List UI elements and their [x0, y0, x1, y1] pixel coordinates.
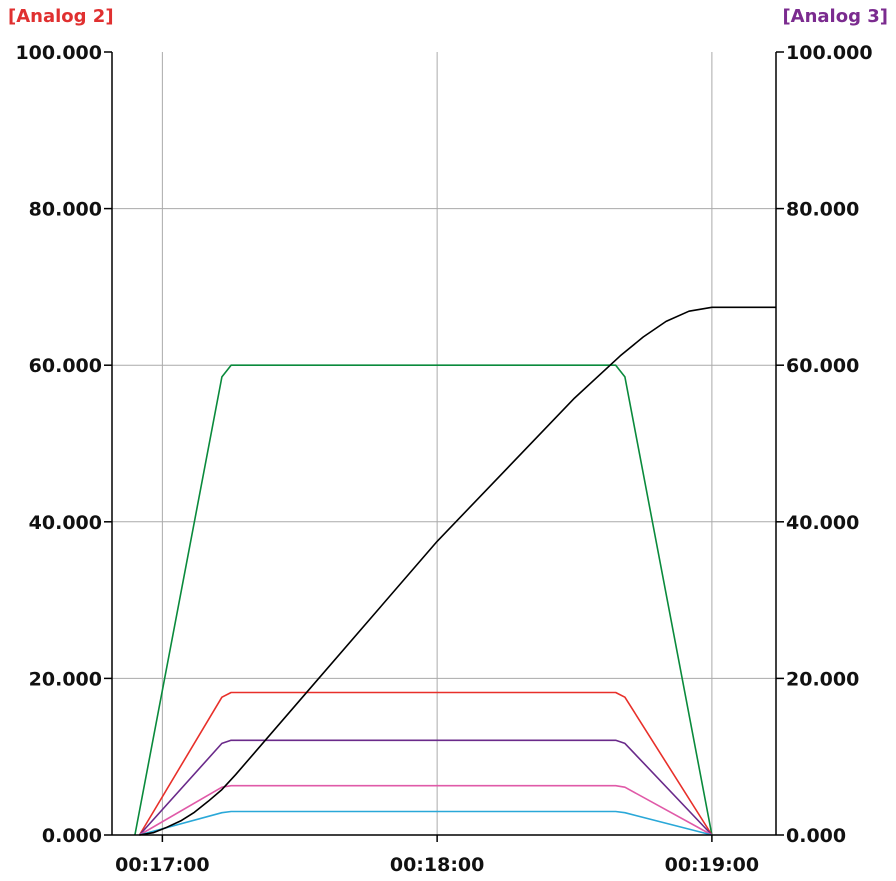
x-tick-label: 00:17:00 [115, 854, 210, 876]
series-group [134, 306, 776, 836]
left-tick-label: 80.000 [29, 199, 102, 221]
axes [104, 51, 784, 842]
left-tick-label: 40.000 [29, 512, 102, 534]
right-tick-label: 100.000 [786, 42, 873, 64]
series-line-1 [134, 364, 713, 836]
left-tick-label: 20.000 [29, 668, 102, 690]
left-tick-label: 60.000 [29, 355, 102, 377]
right-axis-title: [Analog 3] [782, 6, 888, 27]
series-line-4 [139, 784, 713, 836]
series-line-3 [138, 739, 713, 836]
series-line-2 [138, 691, 713, 836]
left-tick-label: 0.000 [42, 825, 102, 847]
right-tick-label: 80.000 [786, 199, 859, 221]
right-tick-label: 0.000 [786, 825, 846, 847]
series-line-5 [139, 810, 713, 836]
right-tick-label: 20.000 [786, 668, 859, 690]
tick-labels: 0.000 20.000 40.000 60.000 80.000 100.000 0.00… [15, 42, 872, 876]
series-line-6 [139, 306, 776, 836]
right-tick-label: 40.000 [786, 512, 859, 534]
left-axis-title: [Analog 2] [8, 6, 114, 27]
x-tick-label: 00:19:00 [665, 854, 760, 876]
right-tick-label: 60.000 [786, 355, 859, 377]
left-tick-label: 100.000 [15, 42, 102, 64]
gridlines [112, 52, 776, 835]
x-tick-label: 00:18:00 [390, 854, 485, 876]
